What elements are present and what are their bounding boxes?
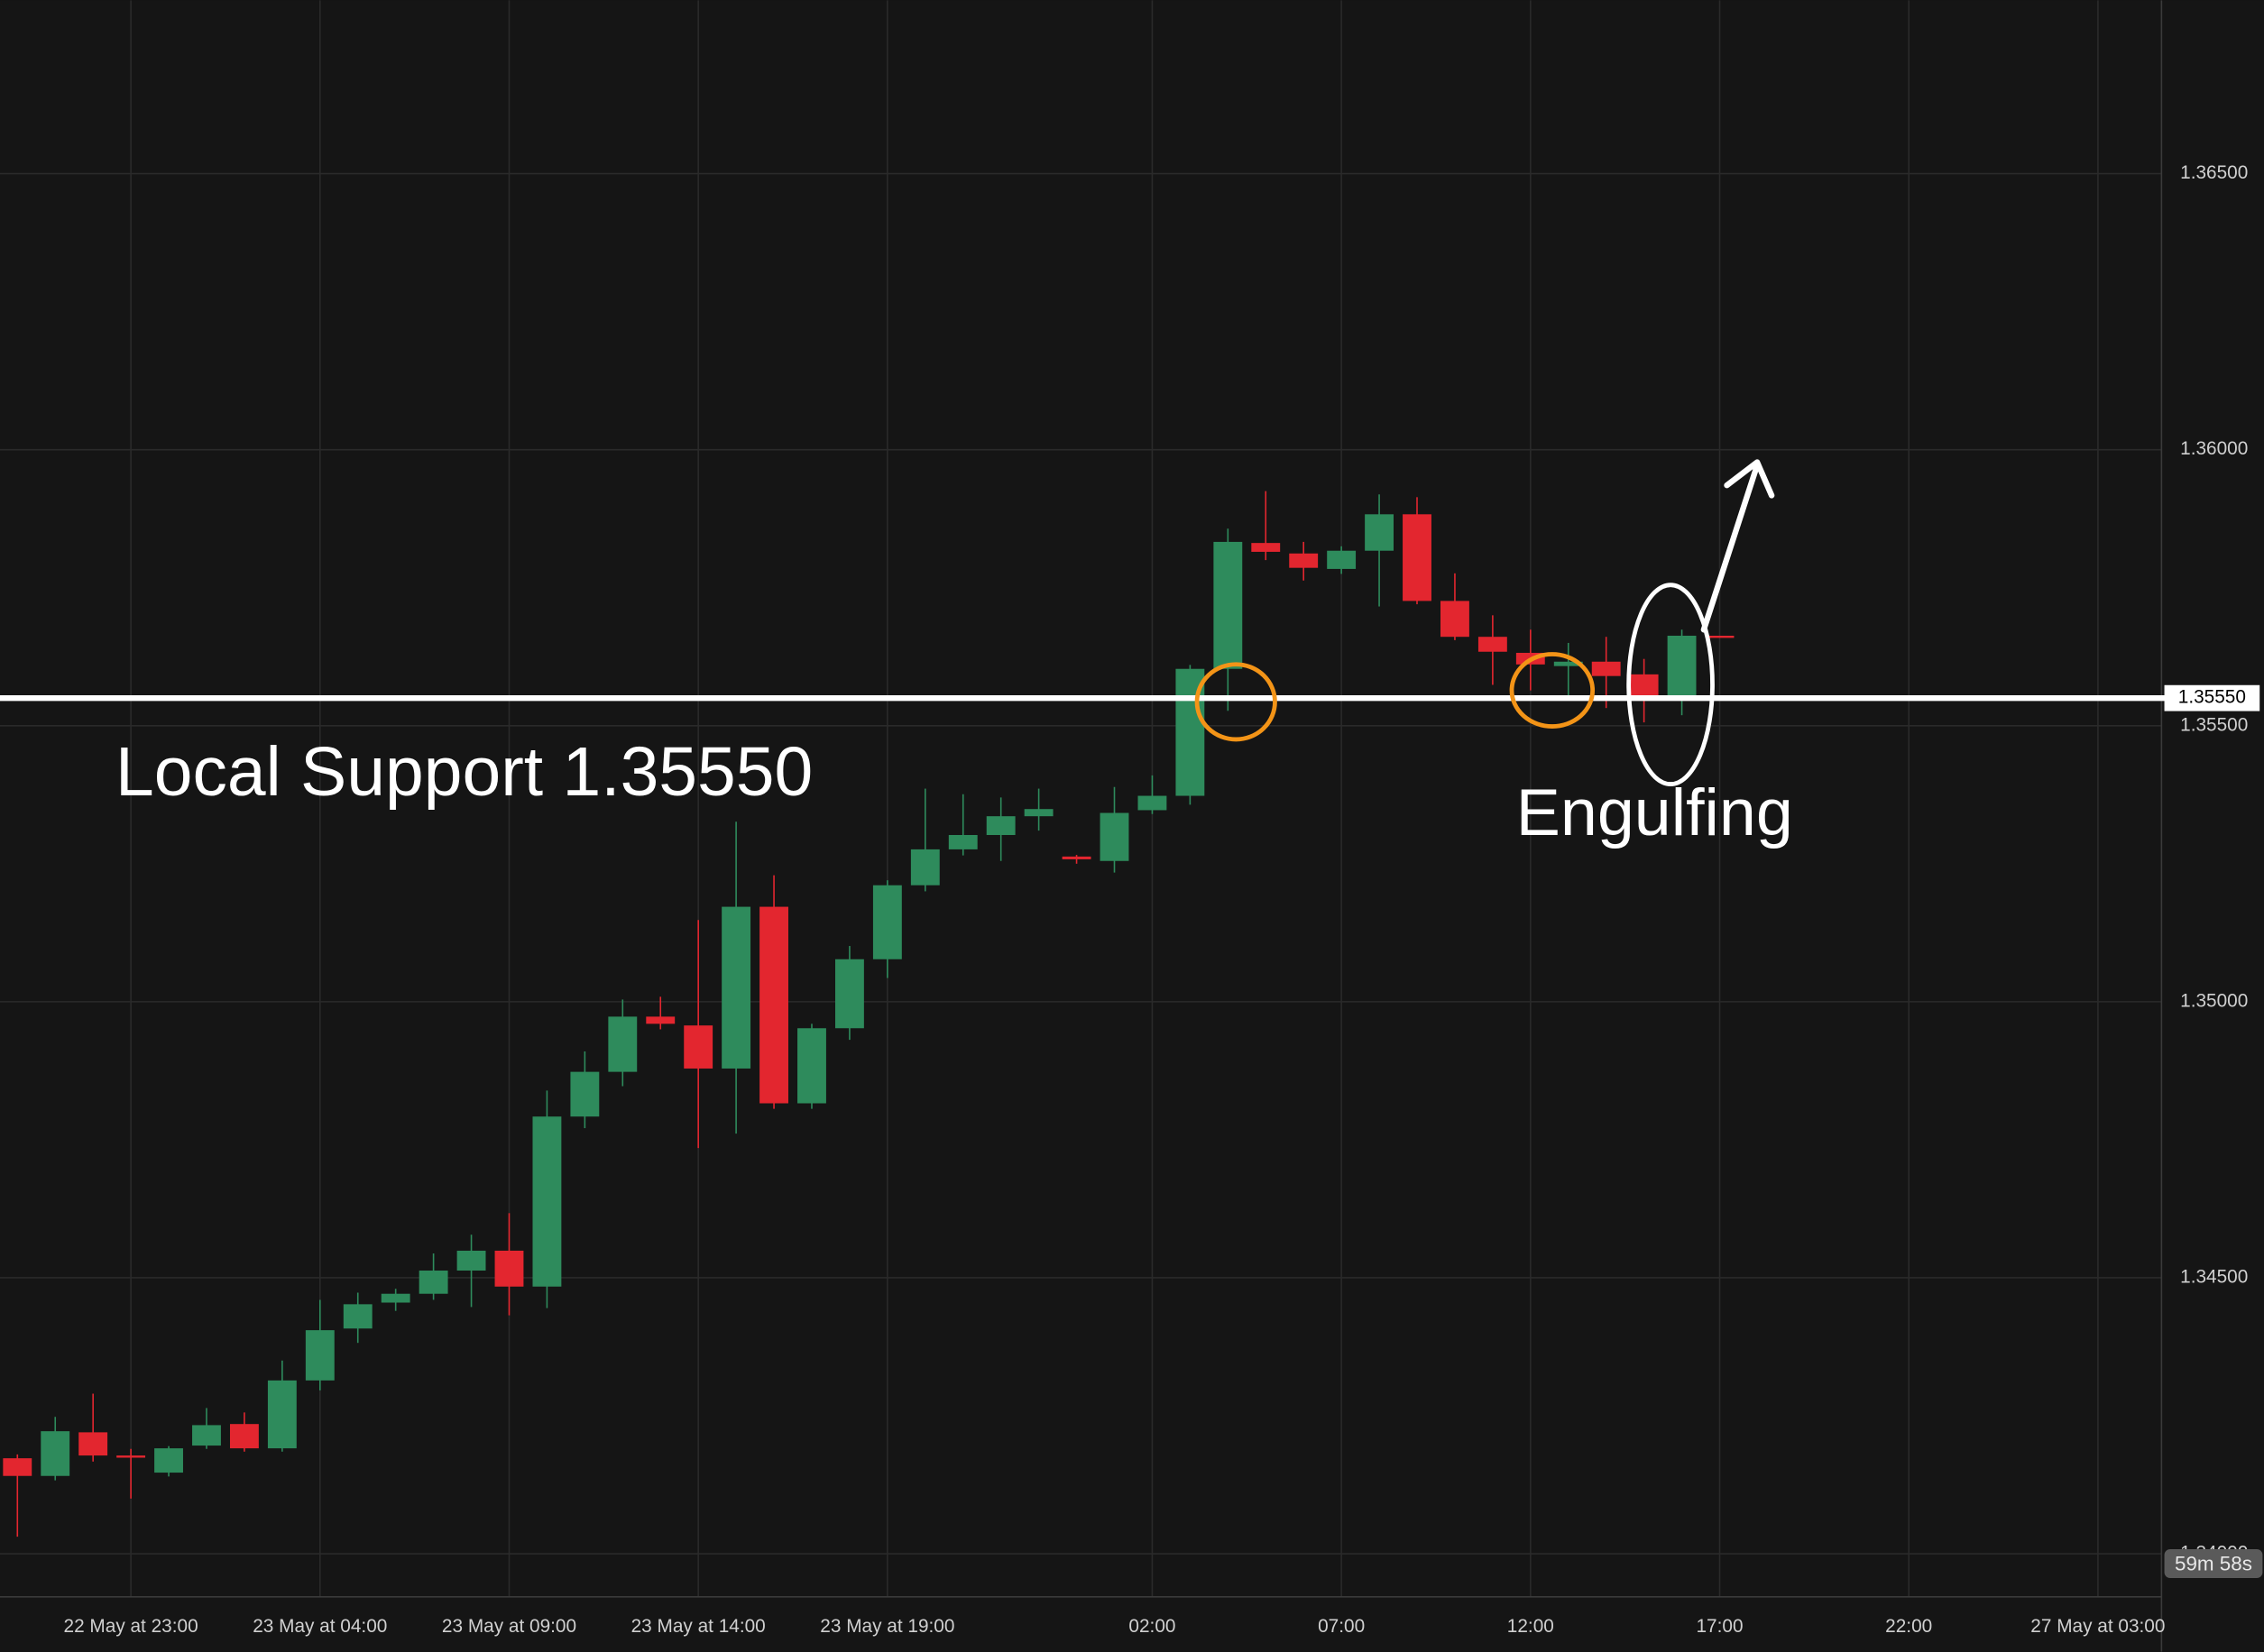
support-label-box	[2164, 684, 2260, 711]
candle-body	[722, 906, 751, 1069]
candle-body	[494, 1250, 524, 1287]
candle-body	[343, 1304, 373, 1329]
candle-body	[1251, 543, 1281, 552]
candle-body	[1365, 514, 1394, 551]
candle-body	[759, 906, 788, 1104]
candle-body	[910, 849, 940, 886]
candle-body	[154, 1448, 183, 1473]
candle-body	[986, 816, 1016, 835]
candle-body	[1289, 553, 1319, 568]
x-tick-label: 23 May at 09:00	[442, 1616, 576, 1637]
candle-body	[419, 1271, 448, 1294]
candle-body	[1705, 635, 1735, 638]
countdown-badge	[2164, 1548, 2263, 1578]
engulfing-annotation: Engulfing	[1516, 775, 1793, 849]
candle-body	[1477, 637, 1507, 652]
candle-body	[1213, 541, 1243, 669]
candle-body	[570, 1071, 600, 1117]
axes: 1.340001.345001.350001.355001.360001.365…	[64, 162, 2249, 1637]
x-tick-label: 07:00	[1318, 1616, 1365, 1637]
candle-body	[192, 1425, 221, 1446]
candle-body	[608, 1016, 638, 1072]
candle-body	[684, 1025, 713, 1069]
candle-body	[797, 1028, 826, 1104]
candle-body	[646, 1016, 676, 1024]
candle-body	[948, 834, 978, 849]
x-tick-label: 27 May at 03:00	[2030, 1616, 2165, 1637]
candle-body	[872, 885, 902, 959]
candle-body	[78, 1432, 108, 1456]
x-tick-label: 23 May at 19:00	[820, 1616, 954, 1637]
x-tick-label: 23 May at 04:00	[253, 1616, 387, 1637]
y-tick-label: 1.35000	[2180, 990, 2248, 1011]
arrow	[1700, 459, 1775, 633]
y-tick-label: 1.35500	[2180, 714, 2248, 735]
candle-body	[305, 1330, 335, 1381]
y-tick-label: 1.36000	[2180, 438, 2248, 459]
engulfing-ellipse	[1626, 583, 1715, 786]
x-tick-label: 02:00	[1128, 1616, 1175, 1637]
candle-body	[267, 1380, 297, 1449]
candles	[3, 491, 1735, 1537]
x-tick-label: 23 May at 14:00	[631, 1616, 766, 1637]
candle-body	[381, 1293, 410, 1303]
x-tick-label: 17:00	[1696, 1616, 1743, 1637]
candle-body	[1553, 661, 1583, 666]
support-annotation: Local Support 1.35550	[115, 733, 813, 811]
candle-body	[1667, 635, 1697, 697]
x-tick-label: 12:00	[1507, 1616, 1554, 1637]
candle-body	[1629, 674, 1659, 697]
candle-body	[1062, 856, 1091, 859]
y-tick-label: 1.36500	[2180, 162, 2248, 183]
candle-body	[1403, 514, 1431, 601]
candle-body	[1137, 795, 1167, 811]
highlight-circle	[1194, 662, 1277, 742]
grid	[0, 0, 2162, 1597]
candle-body	[1591, 661, 1621, 676]
y-tick-label: 1.34500	[2180, 1266, 2248, 1287]
candle-body	[1440, 601, 1469, 638]
candle-body	[1024, 809, 1054, 817]
candle-body	[834, 959, 864, 1029]
x-tick-label: 22 May at 23:00	[64, 1616, 198, 1637]
candle-body	[532, 1116, 562, 1287]
candle-body	[456, 1250, 486, 1271]
x-tick-label: 22:00	[1885, 1616, 1932, 1637]
highlight-circle	[1509, 652, 1596, 729]
candle-body	[41, 1431, 70, 1476]
annotations: Local Support 1.35550 Engulfing	[115, 459, 1793, 849]
candle-body	[1327, 550, 1357, 569]
candle-body	[116, 1455, 146, 1458]
candle-body	[1100, 812, 1129, 861]
countdown: 59m 58s	[2175, 1553, 2252, 1575]
candle-body	[3, 1458, 32, 1476]
support-label: 1.35550	[2178, 687, 2246, 708]
candle-body	[229, 1424, 259, 1449]
